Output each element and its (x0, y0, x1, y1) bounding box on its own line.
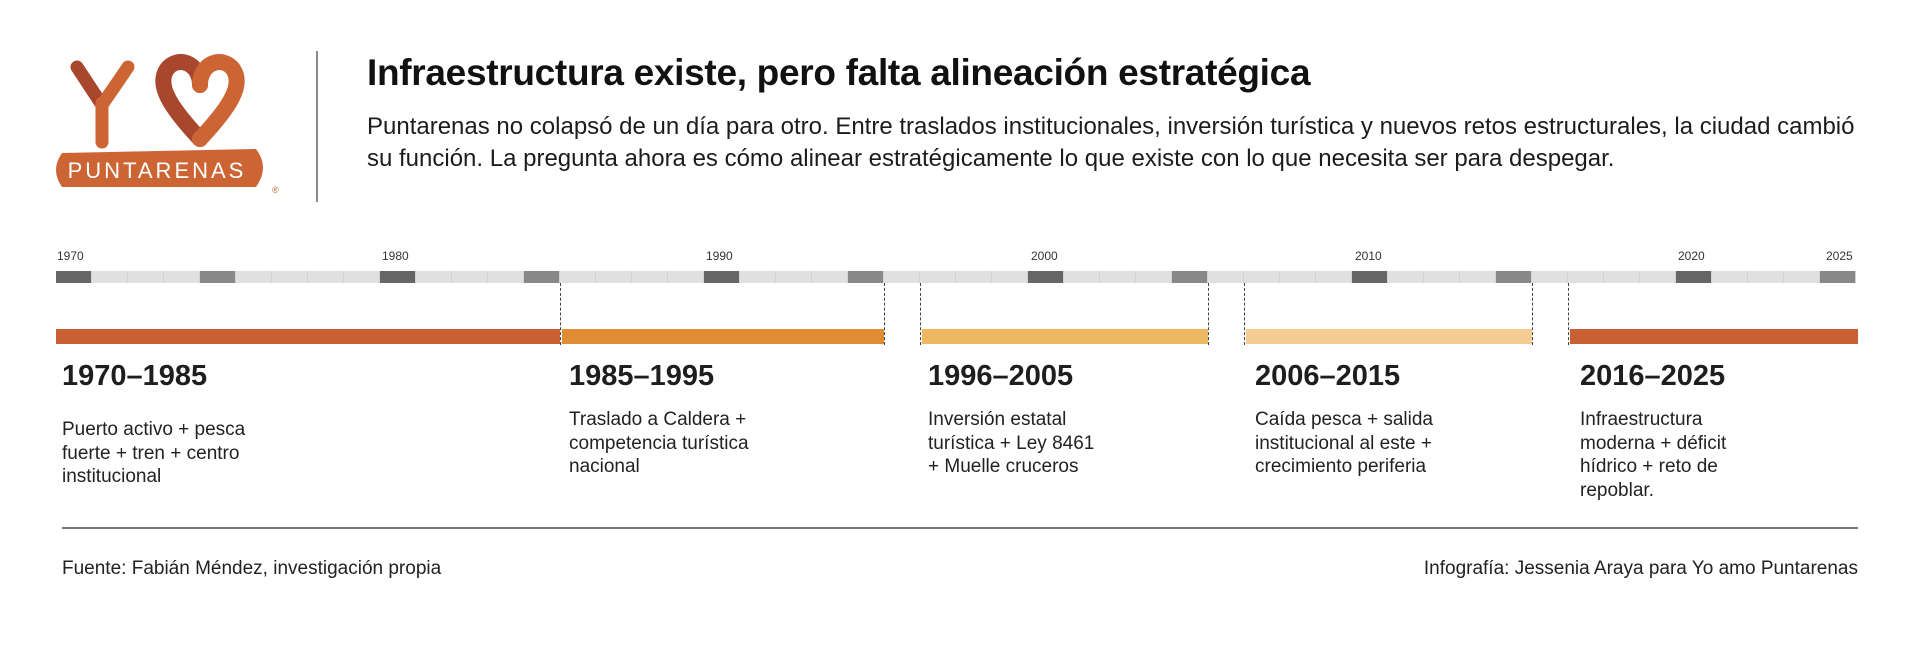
track-segment (452, 271, 488, 283)
period-title: 1970–1985 (62, 360, 208, 392)
period-description: Puerto activo + pesca fuerte + tren + ce… (62, 419, 246, 487)
track-segment (1640, 271, 1676, 283)
track-segment (1028, 271, 1064, 283)
track-segment (92, 271, 128, 283)
period-divider (560, 283, 561, 345)
track-segment (1424, 271, 1460, 283)
track-segment (1064, 271, 1100, 283)
period-divider (1208, 283, 1209, 345)
track-segment (920, 271, 956, 283)
track-segment (1532, 271, 1568, 283)
track-segment (308, 271, 344, 283)
axis-label: 2020 (1678, 249, 1705, 263)
source-note: Fuente: Fabián Méndez, investigación pro… (62, 558, 442, 579)
track-segment (632, 271, 668, 283)
period-divider (1532, 283, 1533, 345)
track-segment (1244, 271, 1280, 283)
axis-label: 1990 (706, 249, 733, 263)
track-segment (128, 271, 164, 283)
track-segment (1100, 271, 1136, 283)
track-segment (884, 271, 920, 283)
track-segment (812, 271, 848, 283)
track-segment (1280, 271, 1316, 283)
axis-label: 1970 (57, 249, 84, 263)
footer-divider (62, 527, 1858, 529)
track-segment (164, 271, 200, 283)
period-bar (1570, 329, 1858, 344)
track-segment (1172, 271, 1208, 283)
axis-label: 1980 (382, 249, 409, 263)
track-segment (1712, 271, 1748, 283)
track-segment (1460, 271, 1496, 283)
period-bar (562, 329, 884, 344)
svg-text:PUNTARENAS: PUNTARENAS (68, 158, 247, 183)
track-segment (1208, 271, 1244, 283)
track-segment (200, 271, 236, 283)
intro-text: Puntarenas no colapsó de un día para otr… (367, 113, 1855, 172)
track-segment (524, 271, 560, 283)
track-segment (848, 271, 884, 283)
period-divider (884, 283, 885, 345)
period-description: Inversión estatal turística + Ley 8461 +… (928, 409, 1095, 477)
page-title: Infraestructura existe, pero falta aline… (367, 52, 1311, 93)
svg-text:®: ® (272, 185, 279, 195)
track-segment (560, 271, 596, 283)
track-segment (1604, 271, 1640, 283)
period-divider (1568, 283, 1569, 345)
track-segment (488, 271, 524, 283)
track-segment (1388, 271, 1424, 283)
period-title: 1985–1995 (569, 360, 715, 392)
track-segment (1136, 271, 1172, 283)
track-segment (1496, 271, 1532, 283)
track-segment (236, 271, 272, 283)
track-segment (668, 271, 704, 283)
track-segment (956, 271, 992, 283)
timeline-track (56, 271, 1858, 283)
period-divider (1244, 283, 1245, 345)
axis-label: 2000 (1031, 249, 1058, 263)
track-segment (776, 271, 812, 283)
track-segment (992, 271, 1028, 283)
period-description: Caída pesca + salida institucional al es… (1255, 409, 1433, 477)
track-segment (1784, 271, 1820, 283)
period-description: Infraestructura moderna + déficit hídric… (1580, 409, 1727, 501)
period-bar (922, 329, 1208, 344)
track-segment (1316, 271, 1352, 283)
period-title: 1996–2005 (928, 360, 1074, 392)
track-segment (704, 271, 740, 283)
track-segment (1676, 271, 1712, 283)
track-segment (416, 271, 452, 283)
credit-note: Infografía: Jessenia Araya para Yo amo P… (1423, 558, 1858, 579)
track-segment (344, 271, 380, 283)
track-segment (740, 271, 776, 283)
period-bar (1246, 329, 1532, 344)
period-description: Traslado a Caldera + competencia turísti… (569, 409, 749, 477)
track-segment (56, 271, 92, 283)
period-title: 2016–2025 (1580, 360, 1726, 392)
yo-amo-puntarenas-logo: PUNTARENAS ® (50, 45, 290, 195)
axis-label: 2025 (1826, 249, 1853, 263)
track-segment (1820, 271, 1856, 283)
track-segment (380, 271, 416, 283)
track-segment (1748, 271, 1784, 283)
period-bar (56, 329, 560, 344)
track-segment (272, 271, 308, 283)
track-segment (1568, 271, 1604, 283)
period-title: 2006–2015 (1255, 360, 1401, 392)
axis-label: 2010 (1355, 249, 1382, 263)
period-divider (920, 283, 921, 345)
header-divider (316, 51, 318, 202)
track-segment (1352, 271, 1388, 283)
track-segment (596, 271, 632, 283)
